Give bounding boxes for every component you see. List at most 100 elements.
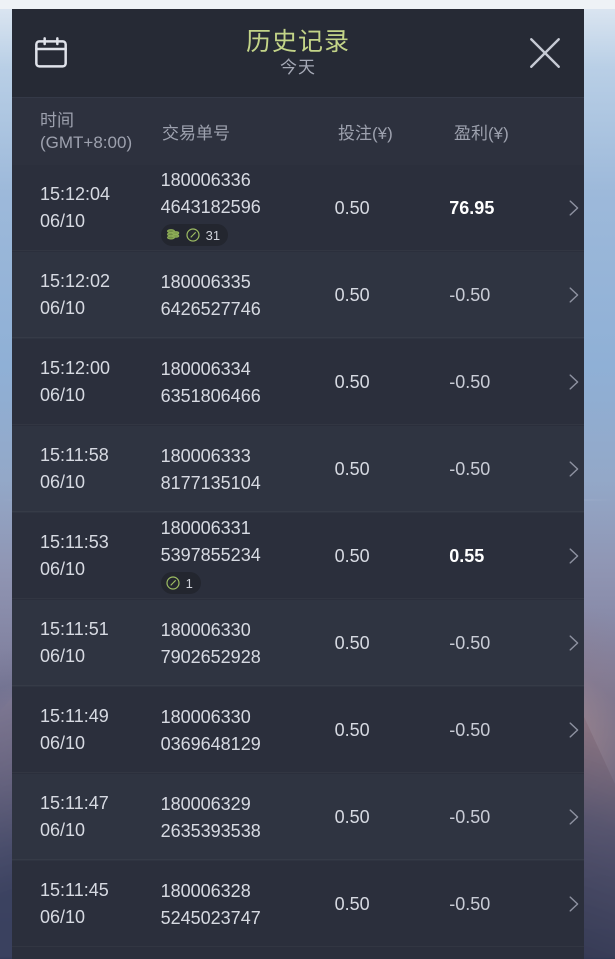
column-header-stake: 投注(¥): [338, 124, 393, 143]
row-stake: 0.50: [334, 632, 370, 653]
table-row[interactable]: 15:12:02 06/10 180006335 6426527746 0.50 -0.5…: [12, 252, 584, 339]
row-time: 15:11:47: [40, 793, 109, 813]
history-modal-panel: 历史记录 今天 时间 (GMT+8:00) 交易单号 投注(¥) 盈利(¥) 1…: [12, 9, 584, 959]
row-date: 06/10: [40, 472, 86, 492]
row-time: 15:12:02: [40, 271, 111, 291]
row-date: 06/10: [40, 646, 86, 666]
column-header-time: 时间 (GMT+8:00): [12, 110, 162, 153]
table-row[interactable]: 15:11:58 06/10 180006333 8177135104 0.50 -0.5…: [12, 426, 584, 513]
table-row[interactable]: 15:11:53 06/10 180006331 5397855234 1 0.50 0.5…: [12, 513, 584, 600]
row-stake: 0.50: [334, 371, 370, 392]
row-detail-button[interactable]: [560, 632, 584, 654]
row-order-line2: 5245023747: [160, 908, 261, 928]
badge-count: 1: [185, 575, 193, 591]
row-time: 15:11:49: [40, 706, 109, 726]
chevron-right-icon: [562, 371, 584, 393]
row-order-line2: 4643182596: [160, 197, 261, 217]
row-order-cell: 180006330 7902652928: [161, 615, 335, 671]
row-date: 06/10: [40, 907, 86, 927]
row-detail-button[interactable]: [560, 719, 584, 741]
row-badges: 31: [160, 224, 229, 246]
row-order-line2: 6351806466: [160, 386, 261, 406]
row-date: 06/10: [40, 559, 86, 579]
row-time-cell: 15:12:04 06/10: [12, 181, 161, 235]
coins-icon: [165, 227, 181, 243]
row-profit: -0.50: [449, 719, 491, 740]
row-order-cell: 180006331 5397855234 1: [160, 513, 335, 599]
row-profit: -0.50: [449, 632, 491, 653]
row-detail-button[interactable]: [560, 545, 584, 567]
row-time: 15:11:58: [40, 445, 109, 465]
row-order-line1: 180006335: [160, 272, 251, 292]
row-order-line2: 5397855234: [160, 545, 261, 565]
chevron-right-icon: [562, 893, 584, 915]
row-stake: 0.50: [334, 806, 370, 827]
row-detail-button[interactable]: [560, 284, 584, 306]
chevron-right-icon: [562, 806, 584, 828]
row-order-cell: 180006335 6426527746: [161, 267, 335, 323]
duration-clock-icon: [165, 575, 181, 591]
row-detail-button[interactable]: [560, 197, 584, 219]
table-row[interactable]: 15:12:04 06/10 180006336 4643182596 31 0.50 76…: [12, 165, 584, 252]
row-detail-button[interactable]: [560, 806, 584, 828]
row-stake: 0.50: [334, 197, 370, 218]
chevron-right-icon: [562, 719, 584, 741]
row-time-cell: 15:11:45 06/10: [12, 877, 161, 931]
row-profit: -0.50: [449, 893, 491, 914]
column-header-time-label: 时间: [40, 111, 74, 131]
row-order-line1: 180006328: [160, 881, 251, 901]
row-order-line1: 180006330: [160, 707, 251, 727]
row-date: 06/10: [40, 820, 86, 840]
row-profit: -0.50: [449, 806, 491, 827]
close-button[interactable]: [506, 9, 584, 97]
row-order-line1: 180006331: [160, 518, 251, 538]
row-order-cell: 180006328 5245023747: [161, 876, 335, 932]
table-column-header: 时间 (GMT+8:00) 交易单号 投注(¥) 盈利(¥): [12, 97, 584, 165]
page-subtitle: 今天: [280, 58, 316, 78]
table-row[interactable]: 15:11:47 06/10 180006329 2635393538 0.50 -0.5…: [12, 774, 584, 861]
row-stake: 0.50: [334, 458, 370, 479]
row-time: 15:12:04: [40, 184, 111, 204]
calendar-icon: [31, 33, 71, 73]
row-time: 15:11:51: [40, 619, 109, 639]
badge-count: 31: [205, 227, 221, 243]
row-time-cell: 15:12:00 06/10: [12, 355, 161, 409]
row-order-line2: 7902652928: [160, 647, 261, 667]
column-header-time-timezone: (GMT+8:00): [40, 132, 133, 152]
table-row[interactable]: 15:12:00 06/10 180006334 6351806466 0.50 -0.5…: [12, 339, 584, 426]
row-date: 06/10: [40, 385, 86, 405]
calendar-filter-button[interactable]: [12, 9, 90, 97]
table-row[interactable]: 15:11:49 06/10 180006330 0369648129 0.50 -0.5…: [12, 687, 584, 774]
chevron-right-icon: [562, 545, 584, 567]
row-order-line1: 180006330: [160, 620, 251, 640]
row-order-cell: 180006336 4643182596 31: [160, 165, 335, 251]
row-order-cell: 180006330 0369648129: [161, 702, 335, 758]
row-date: 06/10: [40, 298, 86, 318]
history-rows-list[interactable]: 15:12:04 06/10 180006336 4643182596 31 0.50 76…: [12, 165, 584, 959]
row-stake: 0.50: [334, 545, 370, 566]
row-detail-button[interactable]: [560, 371, 584, 393]
row-order-cell: 180006334 6351806466: [161, 354, 335, 410]
row-time-cell: 15:11:58 06/10: [12, 442, 161, 496]
row-order-line1: 180006333: [160, 446, 251, 466]
row-order-cell: 180006333 8177135104: [161, 441, 335, 497]
row-order-line2: 8177135104: [160, 473, 261, 493]
row-order-line1: 180006336: [160, 170, 251, 190]
row-detail-button[interactable]: [560, 458, 584, 480]
row-time-cell: 15:11:53 06/10: [12, 529, 161, 583]
row-badges: 1: [160, 572, 201, 594]
row-order-cell: 180006329 2635393538: [161, 789, 335, 845]
row-order-line2: 2635393538: [160, 821, 261, 841]
chevron-right-icon: [562, 632, 584, 654]
row-order-line2: 0369648129: [160, 734, 261, 754]
duration-clock-icon: [185, 227, 201, 243]
page-title: 历史记录: [245, 28, 350, 57]
row-time-cell: 15:11:47 06/10: [12, 790, 161, 844]
table-row[interactable]: 15:11:45 06/10 180006328 5245023747 0.50 -0.5…: [12, 861, 584, 948]
table-row[interactable]: 15:11:51 06/10 180006330 7902652928 0.50 -0.5…: [12, 600, 584, 687]
row-time: 15:11:53: [40, 532, 109, 552]
chevron-right-icon: [562, 458, 584, 480]
row-date: 06/10: [40, 211, 86, 231]
modal-titlebar: 历史记录 今天: [12, 9, 584, 97]
row-detail-button[interactable]: [560, 893, 584, 915]
